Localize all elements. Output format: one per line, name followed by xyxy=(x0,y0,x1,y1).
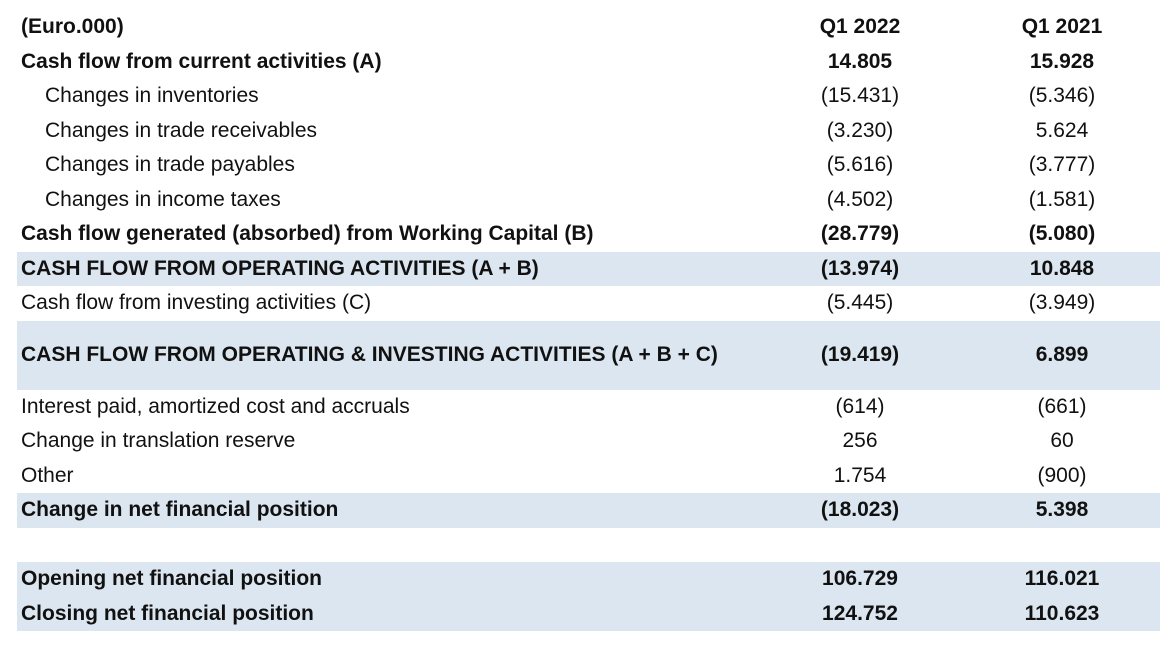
cash-flow-table: (Euro.000) Q1 2022 Q1 2021 Cash flow fro… xyxy=(17,10,1160,631)
table-row: Opening net financial position 106.729 1… xyxy=(17,562,1160,597)
table-row: CASH FLOW FROM OPERATING & INVESTING ACT… xyxy=(17,320,1160,390)
q1-2021-value: 116.021 xyxy=(1024,567,1100,591)
q1-2021-value: 110.623 xyxy=(1024,601,1100,625)
q1-2022-value: (614) xyxy=(835,394,885,418)
q1-2021-value: (3.949) xyxy=(1028,291,1096,315)
table-row: Changes in trade receivables (3.230) 5.6… xyxy=(17,114,1160,149)
q1-2021-value: (5.346) xyxy=(1028,84,1096,108)
q1-2022-value: (4.502) xyxy=(826,187,894,211)
q1-2021-value: 5.398 xyxy=(1035,498,1089,522)
row-label: Changes in income taxes xyxy=(45,187,281,211)
q1-2022-value: (18.023) xyxy=(820,498,900,522)
q1-2022-value: (19.419) xyxy=(820,343,900,366)
q1-2022-value: (28.779) xyxy=(820,222,900,246)
table-row: CASH FLOW FROM OPERATING ACTIVITIES (A +… xyxy=(17,251,1160,286)
row-label: Opening net financial position xyxy=(21,567,323,591)
q1-2022-value: 124.752 xyxy=(822,601,898,625)
q1-2021-value: (5.080) xyxy=(1028,222,1096,246)
q1-2022-value: (3.230) xyxy=(826,118,894,142)
row-label: CASH FLOW FROM OPERATING ACTIVITIES (A +… xyxy=(21,256,539,280)
q1-2022-value: 1.754 xyxy=(833,463,887,487)
row-label: Interest paid, amortized cost and accrua… xyxy=(21,394,410,418)
column-header-q1-2021: Q1 2021 xyxy=(1021,15,1103,39)
table-row: Change in net financial position (18.023… xyxy=(17,493,1160,528)
q1-2021-value: (900) xyxy=(1037,463,1087,487)
q1-2022-value: (13.974) xyxy=(820,256,900,280)
q1-2021-value: 6.899 xyxy=(1035,343,1089,366)
row-label: Changes in inventories xyxy=(45,84,259,108)
q1-2021-value: 15.928 xyxy=(1029,49,1095,73)
q1-2021-value: 60 xyxy=(1050,429,1074,453)
row-label: CASH FLOW FROM OPERATING & INVESTING ACT… xyxy=(21,343,718,366)
table-row: Changes in income taxes (4.502) (1.581) xyxy=(17,183,1160,218)
q1-2022-value: 14.805 xyxy=(827,49,893,73)
q1-2021-value: (3.777) xyxy=(1028,153,1096,177)
table-row: Cash flow from current activities (A) 14… xyxy=(17,45,1160,80)
row-label: Change in translation reserve xyxy=(21,429,296,453)
row-label: Cash flow generated (absorbed) from Work… xyxy=(21,222,594,246)
q1-2022-value: 106.729 xyxy=(822,567,898,591)
column-header-q1-2022: Q1 2022 xyxy=(819,15,901,39)
q1-2022-value: 256 xyxy=(842,429,878,453)
q1-2022-value: (5.445) xyxy=(826,291,894,315)
q1-2022-value: (5.616) xyxy=(826,153,894,177)
table-row: Change in translation reserve 256 60 xyxy=(17,424,1160,459)
table-row: Cash flow from investing activities (C) … xyxy=(17,286,1160,321)
q1-2021-value: 10.848 xyxy=(1029,256,1095,280)
row-label: Changes in trade payables xyxy=(45,153,295,177)
row-label: Other xyxy=(21,463,74,487)
table-row: Changes in inventories (15.431) (5.346) xyxy=(17,79,1160,114)
q1-2022-value: (15.431) xyxy=(820,84,900,108)
table-row: Other 1.754 (900) xyxy=(17,459,1160,494)
row-label: Changes in trade receivables xyxy=(45,118,317,142)
table-header-row: (Euro.000) Q1 2022 Q1 2021 xyxy=(17,10,1160,45)
row-label: Closing net financial position xyxy=(21,601,314,625)
table-row: Cash flow generated (absorbed) from Work… xyxy=(17,217,1160,252)
blank-spacer-row xyxy=(17,528,1160,563)
row-label: Change in net financial position xyxy=(21,498,339,522)
q1-2021-value: 5.624 xyxy=(1035,118,1089,142)
table-row: Closing net financial position 124.752 1… xyxy=(17,596,1160,631)
row-label: Cash flow from current activities (A) xyxy=(21,49,382,73)
currency-unit-label: (Euro.000) xyxy=(21,15,124,39)
q1-2021-value: (1.581) xyxy=(1028,187,1096,211)
row-label: Cash flow from investing activities (C) xyxy=(21,291,372,315)
table-row: Changes in trade payables (5.616) (3.777… xyxy=(17,148,1160,183)
table-row: Interest paid, amortized cost and accrua… xyxy=(17,390,1160,425)
q1-2021-value: (661) xyxy=(1037,394,1087,418)
